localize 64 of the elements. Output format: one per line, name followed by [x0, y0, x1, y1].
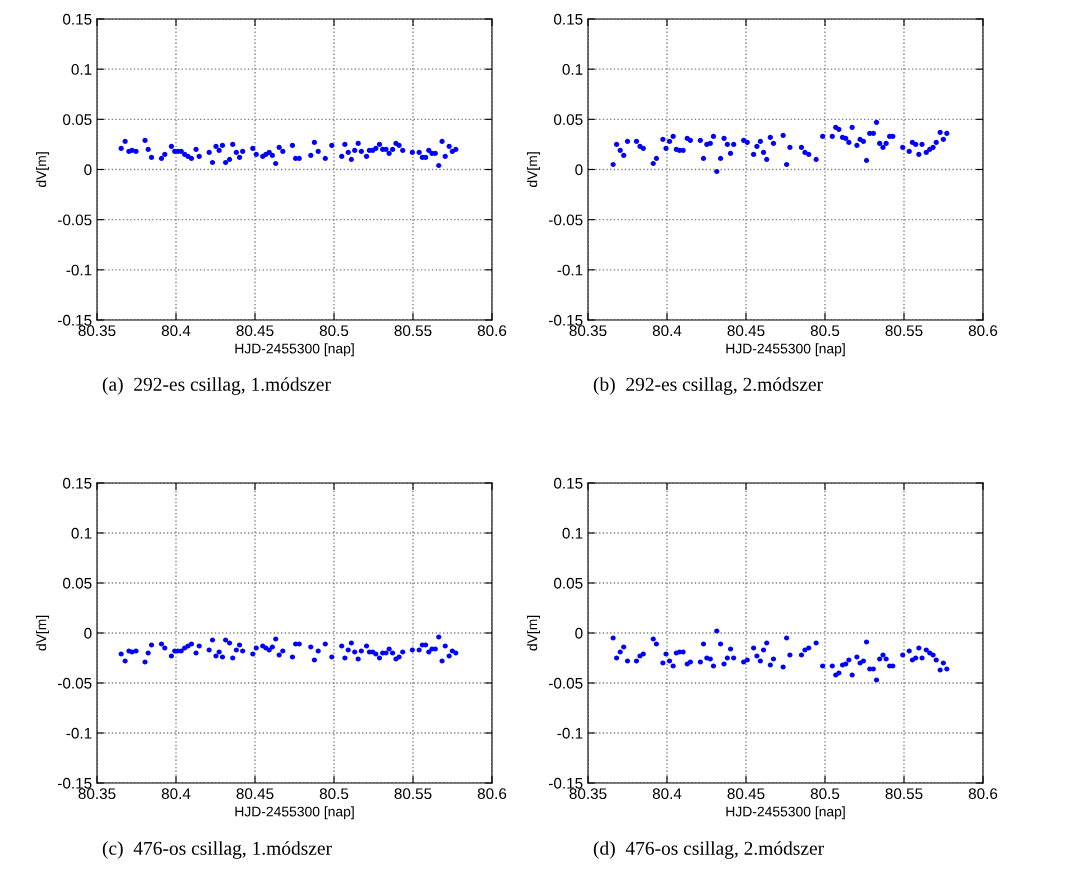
x-tick-label: 80.6 — [968, 788, 998, 800]
x-tick-label: 80.55 — [885, 325, 923, 337]
y-tick-label: -0.1 — [557, 727, 583, 739]
y-tick-label: -0.15 — [58, 314, 92, 326]
y-tick-label: 0 — [575, 627, 583, 639]
x-tick-label: 80.4 — [161, 788, 191, 800]
y-tick-label: 0 — [84, 164, 92, 176]
text: (a) 292-es csillag, 1.módszer — [102, 377, 331, 395]
y-tick-label: 0.1 — [562, 64, 583, 75]
y-tick-label: 0.15 — [554, 13, 583, 25]
x-tick-label: 80.5 — [810, 788, 840, 800]
x-tick-label: 80.6 — [968, 325, 998, 337]
x-tick-label: 80.6 — [477, 325, 507, 337]
x-tick-label: 80.5 — [319, 325, 349, 337]
x-tick-label: 80.35 — [569, 788, 607, 800]
y-tick-label: 0 — [575, 164, 583, 176]
y-tick-label: 0.05 — [554, 114, 583, 126]
x-tick-label: 80.55 — [394, 788, 432, 800]
y-tick-label: 0.1 — [562, 527, 583, 539]
y-tick-label: 0.15 — [63, 13, 92, 25]
y-axis-title: dV[m] — [527, 152, 540, 188]
y-tick-label: 0.05 — [554, 577, 583, 589]
y-tick-label: -0.05 — [549, 677, 583, 689]
y-tick-label: -0.15 — [58, 777, 92, 789]
y-axis-title: dV[m] — [36, 615, 49, 651]
x-tick-label: 80.4 — [652, 325, 682, 337]
x-tick-label: 80.4 — [161, 325, 191, 337]
x-tick-label: 80.55 — [885, 788, 923, 800]
y-axis-title: dV[m] — [36, 152, 49, 188]
y-tick-label: 0.05 — [63, 114, 92, 126]
y-tick-label: -0.05 — [549, 214, 583, 226]
x-tick-label: 80.35 — [78, 788, 116, 800]
x-axis-title: HJD-2455300 [nap] — [726, 806, 845, 820]
y-tick-label: -0.1 — [66, 727, 92, 739]
x-tick-label: 80.45 — [727, 325, 765, 337]
y-tick-label: -0.1 — [557, 264, 583, 276]
y-tick-label: -0.1 — [66, 264, 92, 276]
x-tick-label: 80.45 — [727, 788, 765, 800]
text: (b) 292-es csillag, 2.módszer — [593, 377, 823, 395]
text: (d) 476-os csillag, 2.módszer — [593, 841, 824, 859]
x-tick-label: 80.5 — [810, 325, 840, 337]
x-tick-label: 80.55 — [394, 325, 432, 337]
x-tick-label: 80.5 — [319, 788, 349, 800]
x-tick-label: 80.45 — [236, 788, 274, 800]
x-tick-label: 80.4 — [652, 788, 682, 800]
y-axis-title: dV[m] — [527, 615, 540, 651]
y-tick-label: 0.1 — [71, 64, 92, 75]
y-tick-label: -0.05 — [58, 214, 92, 226]
y-tick-label: 0 — [84, 627, 92, 639]
x-tick-label: 80.35 — [569, 325, 607, 337]
x-axis-title: HJD-2455300 [nap] — [235, 343, 354, 357]
y-tick-label: -0.05 — [58, 677, 92, 689]
x-tick-label: 80.35 — [78, 325, 116, 337]
y-tick-label: 0.15 — [63, 477, 92, 489]
y-tick-label: 0.15 — [554, 477, 583, 489]
y-tick-label: -0.15 — [549, 314, 583, 326]
y-tick-label: 0.1 — [71, 527, 92, 539]
y-tick-label: -0.15 — [549, 777, 583, 789]
x-axis-title: HJD-2455300 [nap] — [235, 806, 354, 820]
x-axis-title: HJD-2455300 [nap] — [726, 343, 845, 357]
y-tick-label: 0.05 — [63, 577, 92, 589]
x-tick-label: 80.45 — [236, 325, 274, 337]
text: (c) 476-os csillag, 1.módszer — [102, 841, 332, 859]
x-tick-label: 80.6 — [477, 788, 507, 800]
